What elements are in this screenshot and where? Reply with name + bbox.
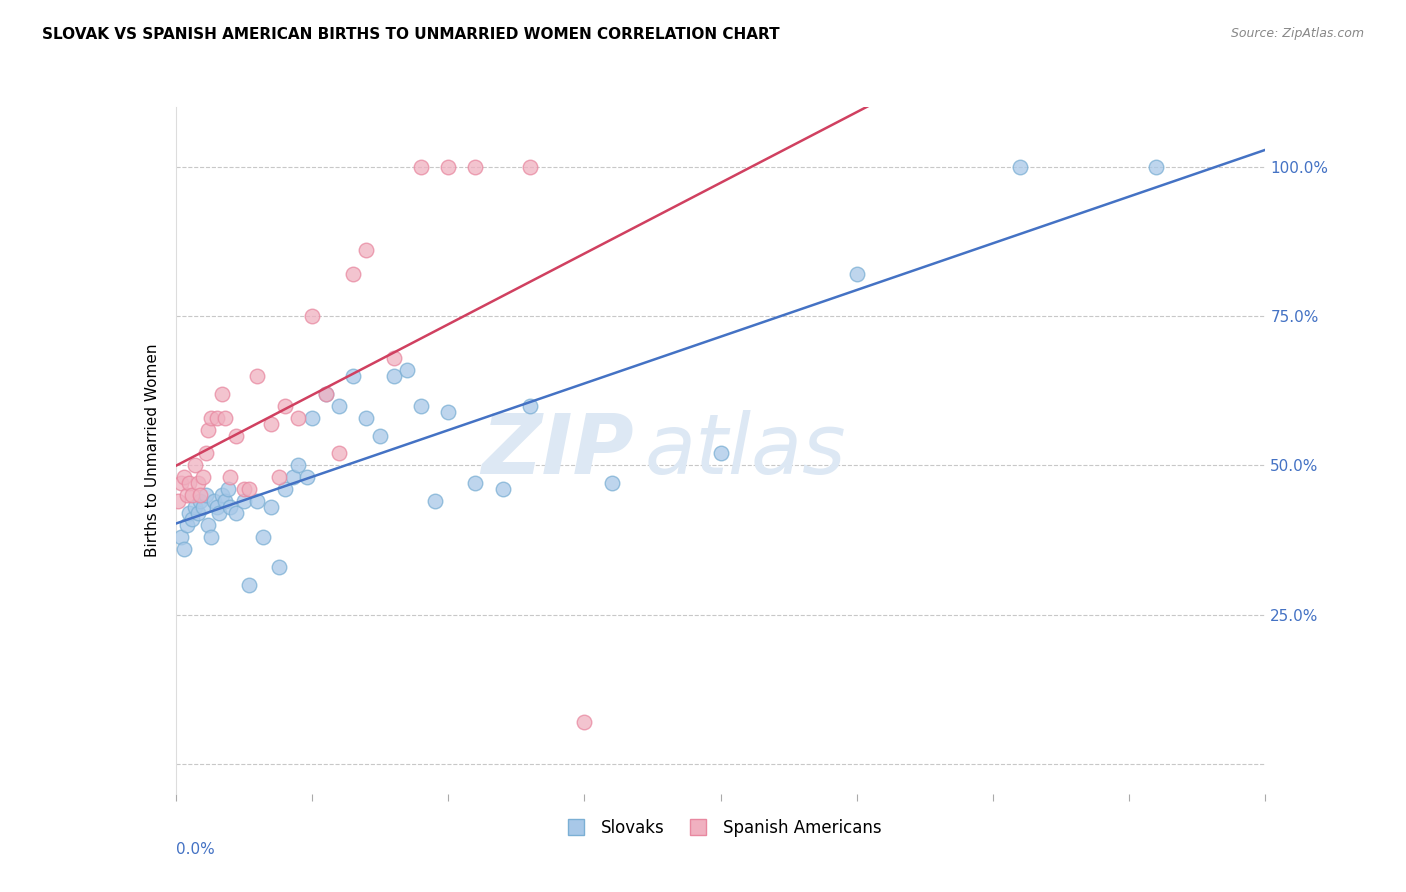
- Point: [1010, 160, 1032, 174]
- Point: [423, 494, 446, 508]
- Point: [246, 368, 269, 383]
- Point: [281, 470, 304, 484]
- Text: atlas: atlas: [644, 410, 846, 491]
- Point: [214, 410, 236, 425]
- Point: [219, 470, 242, 484]
- Point: [238, 578, 260, 592]
- Point: [167, 494, 190, 508]
- Point: [194, 446, 217, 460]
- Point: [211, 488, 233, 502]
- Point: [710, 446, 733, 460]
- Point: [238, 483, 260, 497]
- Point: [184, 458, 207, 473]
- Point: [315, 386, 337, 401]
- Point: [396, 363, 419, 377]
- Point: [197, 423, 219, 437]
- Point: [181, 488, 204, 502]
- Point: [225, 428, 247, 442]
- Point: [181, 512, 204, 526]
- Point: [301, 410, 323, 425]
- Point: [173, 470, 195, 484]
- Point: [186, 506, 209, 520]
- Point: [368, 428, 391, 442]
- Point: [179, 506, 201, 520]
- Point: [342, 267, 364, 281]
- Point: [409, 399, 432, 413]
- Point: [295, 470, 318, 484]
- Point: [342, 368, 364, 383]
- Point: [188, 494, 211, 508]
- Point: [1144, 160, 1167, 174]
- Point: [600, 476, 623, 491]
- Point: [211, 386, 233, 401]
- Point: [205, 410, 228, 425]
- Point: [225, 506, 247, 520]
- Point: [274, 399, 297, 413]
- Y-axis label: Births to Unmarried Women: Births to Unmarried Women: [145, 343, 160, 558]
- Text: ZIP: ZIP: [481, 410, 633, 491]
- Point: [179, 476, 201, 491]
- Point: [260, 417, 283, 431]
- Point: [170, 530, 193, 544]
- Point: [200, 410, 222, 425]
- Point: [208, 506, 231, 520]
- Point: [328, 399, 350, 413]
- Point: [356, 410, 378, 425]
- Point: [519, 399, 541, 413]
- Point: [437, 160, 460, 174]
- Point: [492, 483, 515, 497]
- Point: [197, 518, 219, 533]
- Point: [437, 404, 460, 418]
- Point: [287, 458, 309, 473]
- Point: [409, 160, 432, 174]
- Point: [252, 530, 274, 544]
- Point: [287, 410, 309, 425]
- Point: [269, 560, 291, 574]
- Point: [217, 483, 239, 497]
- Point: [194, 488, 217, 502]
- Point: [301, 309, 323, 323]
- Point: [202, 494, 225, 508]
- Point: [845, 267, 868, 281]
- Point: [356, 244, 378, 258]
- Point: [219, 500, 242, 515]
- Point: [574, 715, 596, 730]
- Point: [170, 476, 193, 491]
- Point: [382, 368, 405, 383]
- Point: [260, 500, 283, 515]
- Point: [464, 160, 486, 174]
- Point: [184, 500, 207, 515]
- Point: [186, 476, 209, 491]
- Point: [246, 494, 269, 508]
- Point: [205, 500, 228, 515]
- Point: [274, 483, 297, 497]
- Point: [191, 500, 214, 515]
- Text: Source: ZipAtlas.com: Source: ZipAtlas.com: [1230, 27, 1364, 40]
- Point: [188, 488, 211, 502]
- Point: [315, 386, 337, 401]
- Legend: Slovaks, Spanish Americans: Slovaks, Spanish Americans: [553, 813, 889, 844]
- Point: [173, 541, 195, 556]
- Point: [382, 351, 405, 365]
- Point: [214, 494, 236, 508]
- Point: [232, 483, 254, 497]
- Point: [176, 488, 198, 502]
- Text: SLOVAK VS SPANISH AMERICAN BIRTHS TO UNMARRIED WOMEN CORRELATION CHART: SLOVAK VS SPANISH AMERICAN BIRTHS TO UNM…: [42, 27, 780, 42]
- Point: [269, 470, 291, 484]
- Point: [200, 530, 222, 544]
- Point: [464, 476, 486, 491]
- Point: [176, 518, 198, 533]
- Point: [519, 160, 541, 174]
- Point: [232, 494, 254, 508]
- Point: [328, 446, 350, 460]
- Text: 0.0%: 0.0%: [176, 842, 215, 857]
- Point: [191, 470, 214, 484]
